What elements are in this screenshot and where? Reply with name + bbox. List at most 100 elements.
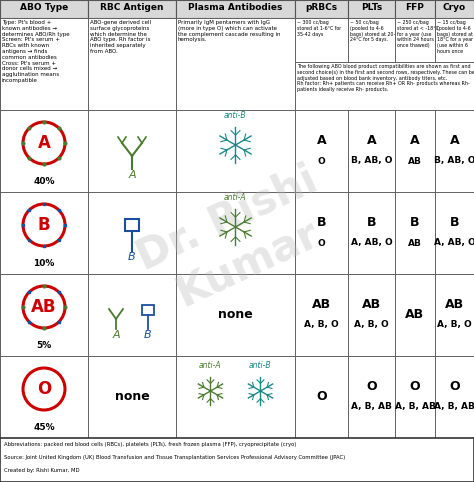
Text: A: A	[367, 134, 376, 147]
Text: ABO-gene derived cell
surface glycoproteins
which determine the
ABO type. Rh fac: ABO-gene derived cell surface glycoprote…	[90, 20, 151, 54]
Bar	[176, 0, 295, 18]
Text: O: O	[449, 380, 460, 393]
Bar	[0, 438, 474, 482]
Text: Cryo: Cryo	[443, 3, 466, 13]
Bar	[435, 110, 474, 192]
Bar	[88, 192, 176, 274]
Bar	[88, 0, 176, 18]
Bar	[176, 192, 295, 274]
Text: Created by: Rishi Kumar, MD: Created by: Rishi Kumar, MD	[4, 468, 80, 473]
Text: A, B, O: A, B, O	[304, 321, 339, 330]
Text: B, AB, O: B, AB, O	[434, 157, 474, 165]
Bar	[395, 192, 435, 274]
Bar	[435, 274, 474, 356]
Text: Type: Pt's blood +
known antibodies →
determines ABO/Rh type
Screen: Pt's serum : Type: Pt's blood + known antibodies → de…	[2, 20, 70, 83]
Text: B: B	[128, 252, 136, 262]
Text: 40%: 40%	[33, 177, 55, 187]
Bar	[295, 0, 348, 18]
Text: 5%: 5%	[36, 342, 52, 350]
Text: O: O	[318, 157, 325, 165]
Text: pRBCs: pRBCs	[305, 3, 337, 13]
Bar	[0, 0, 88, 18]
Text: A: A	[317, 134, 326, 147]
Bar	[395, 0, 435, 18]
Text: PLTs: PLTs	[361, 3, 382, 13]
Bar	[0, 356, 88, 438]
Text: A, B, O: A, B, O	[437, 321, 472, 330]
Bar	[348, 356, 395, 438]
Text: Primarily IgM pentamers with IgG
(more in type O) which can activate
the complem: Primarily IgM pentamers with IgG (more i…	[178, 20, 281, 42]
Bar	[435, 356, 474, 438]
Bar	[88, 110, 176, 192]
Bar	[435, 18, 474, 62]
Bar	[0, 110, 88, 192]
Text: B, AB, O: B, AB, O	[351, 157, 392, 165]
Text: B: B	[367, 216, 376, 229]
Bar	[295, 62, 474, 110]
Text: A, B, AB: A, B, AB	[434, 402, 474, 412]
Text: ~ 15 cc/bag
(pooled to 4-6
bags) stored at <
18°C for a year
(use within 6
hours: ~ 15 cc/bag (pooled to 4-6 bags) stored …	[437, 20, 474, 54]
Text: ABO Type: ABO Type	[20, 3, 68, 13]
Bar	[348, 0, 395, 18]
Bar	[435, 192, 474, 274]
Text: Plasma Antibodies: Plasma Antibodies	[188, 3, 283, 13]
Text: B: B	[450, 216, 459, 229]
Text: 10%: 10%	[33, 259, 55, 268]
Text: B: B	[38, 216, 50, 234]
Text: A, B, AB: A, B, AB	[351, 402, 392, 412]
Text: AB: AB	[405, 308, 425, 321]
Text: B: B	[144, 330, 152, 340]
Text: The following ABO blood product compatibilities are shown as first and
second ch: The following ABO blood product compatib…	[297, 64, 474, 92]
Text: none: none	[115, 390, 149, 403]
Text: Dr. Rishi
Kumar: Dr. Rishi Kumar	[130, 159, 344, 323]
Text: B: B	[317, 216, 326, 229]
Text: A: A	[410, 134, 420, 147]
Text: O: O	[318, 239, 325, 247]
Text: O: O	[37, 380, 51, 398]
Bar	[88, 356, 176, 438]
Text: ~ 300 cc/bag
stored at 1-6°C for
35-42 days: ~ 300 cc/bag stored at 1-6°C for 35-42 d…	[297, 20, 341, 37]
Text: FFP: FFP	[406, 3, 424, 13]
Bar	[125, 219, 139, 231]
Bar	[395, 274, 435, 356]
Text: A, AB, O: A, AB, O	[351, 239, 392, 247]
Bar	[295, 356, 348, 438]
Bar	[88, 18, 176, 110]
Text: AB: AB	[445, 298, 464, 311]
Bar	[295, 110, 348, 192]
Text: B: B	[410, 216, 420, 229]
Bar	[142, 305, 154, 315]
Text: AB: AB	[312, 298, 331, 311]
Bar	[0, 274, 88, 356]
Text: AB: AB	[408, 157, 422, 165]
Text: anti-A: anti-A	[199, 361, 222, 370]
Text: RBC Antigen: RBC Antigen	[100, 3, 164, 13]
Bar	[295, 192, 348, 274]
Text: Source: Joint United Kingdom (UK) Blood Transfusion and Tissue Transplantation S: Source: Joint United Kingdom (UK) Blood …	[4, 455, 345, 460]
Bar	[348, 274, 395, 356]
Bar	[88, 274, 176, 356]
Text: A: A	[128, 170, 136, 180]
Bar	[395, 110, 435, 192]
Text: O: O	[410, 380, 420, 393]
Text: anti-B: anti-B	[249, 361, 272, 370]
Bar	[295, 18, 348, 62]
Bar	[395, 18, 435, 62]
Bar	[348, 110, 395, 192]
Bar	[295, 274, 348, 356]
Text: ~ 50 cc/bag
(pooled to 4-6
bags) stored at 20-
24°C for 5 days.: ~ 50 cc/bag (pooled to 4-6 bags) stored …	[350, 20, 395, 42]
Text: Abbreviations: packed red blood cells (RBCs), platelets (PLTs), fresh frozen pla: Abbreviations: packed red blood cells (R…	[4, 442, 296, 447]
Text: AB: AB	[362, 298, 381, 311]
Bar	[176, 356, 295, 438]
Bar	[348, 18, 395, 62]
Text: none: none	[218, 308, 253, 321]
Text: A: A	[112, 330, 120, 340]
Bar	[176, 110, 295, 192]
Text: AB: AB	[31, 298, 57, 316]
Bar	[435, 0, 474, 18]
Bar	[395, 356, 435, 438]
Text: A: A	[37, 134, 50, 152]
Bar	[176, 18, 295, 110]
Bar	[0, 18, 88, 110]
Text: A, B, AB: A, B, AB	[394, 402, 436, 412]
